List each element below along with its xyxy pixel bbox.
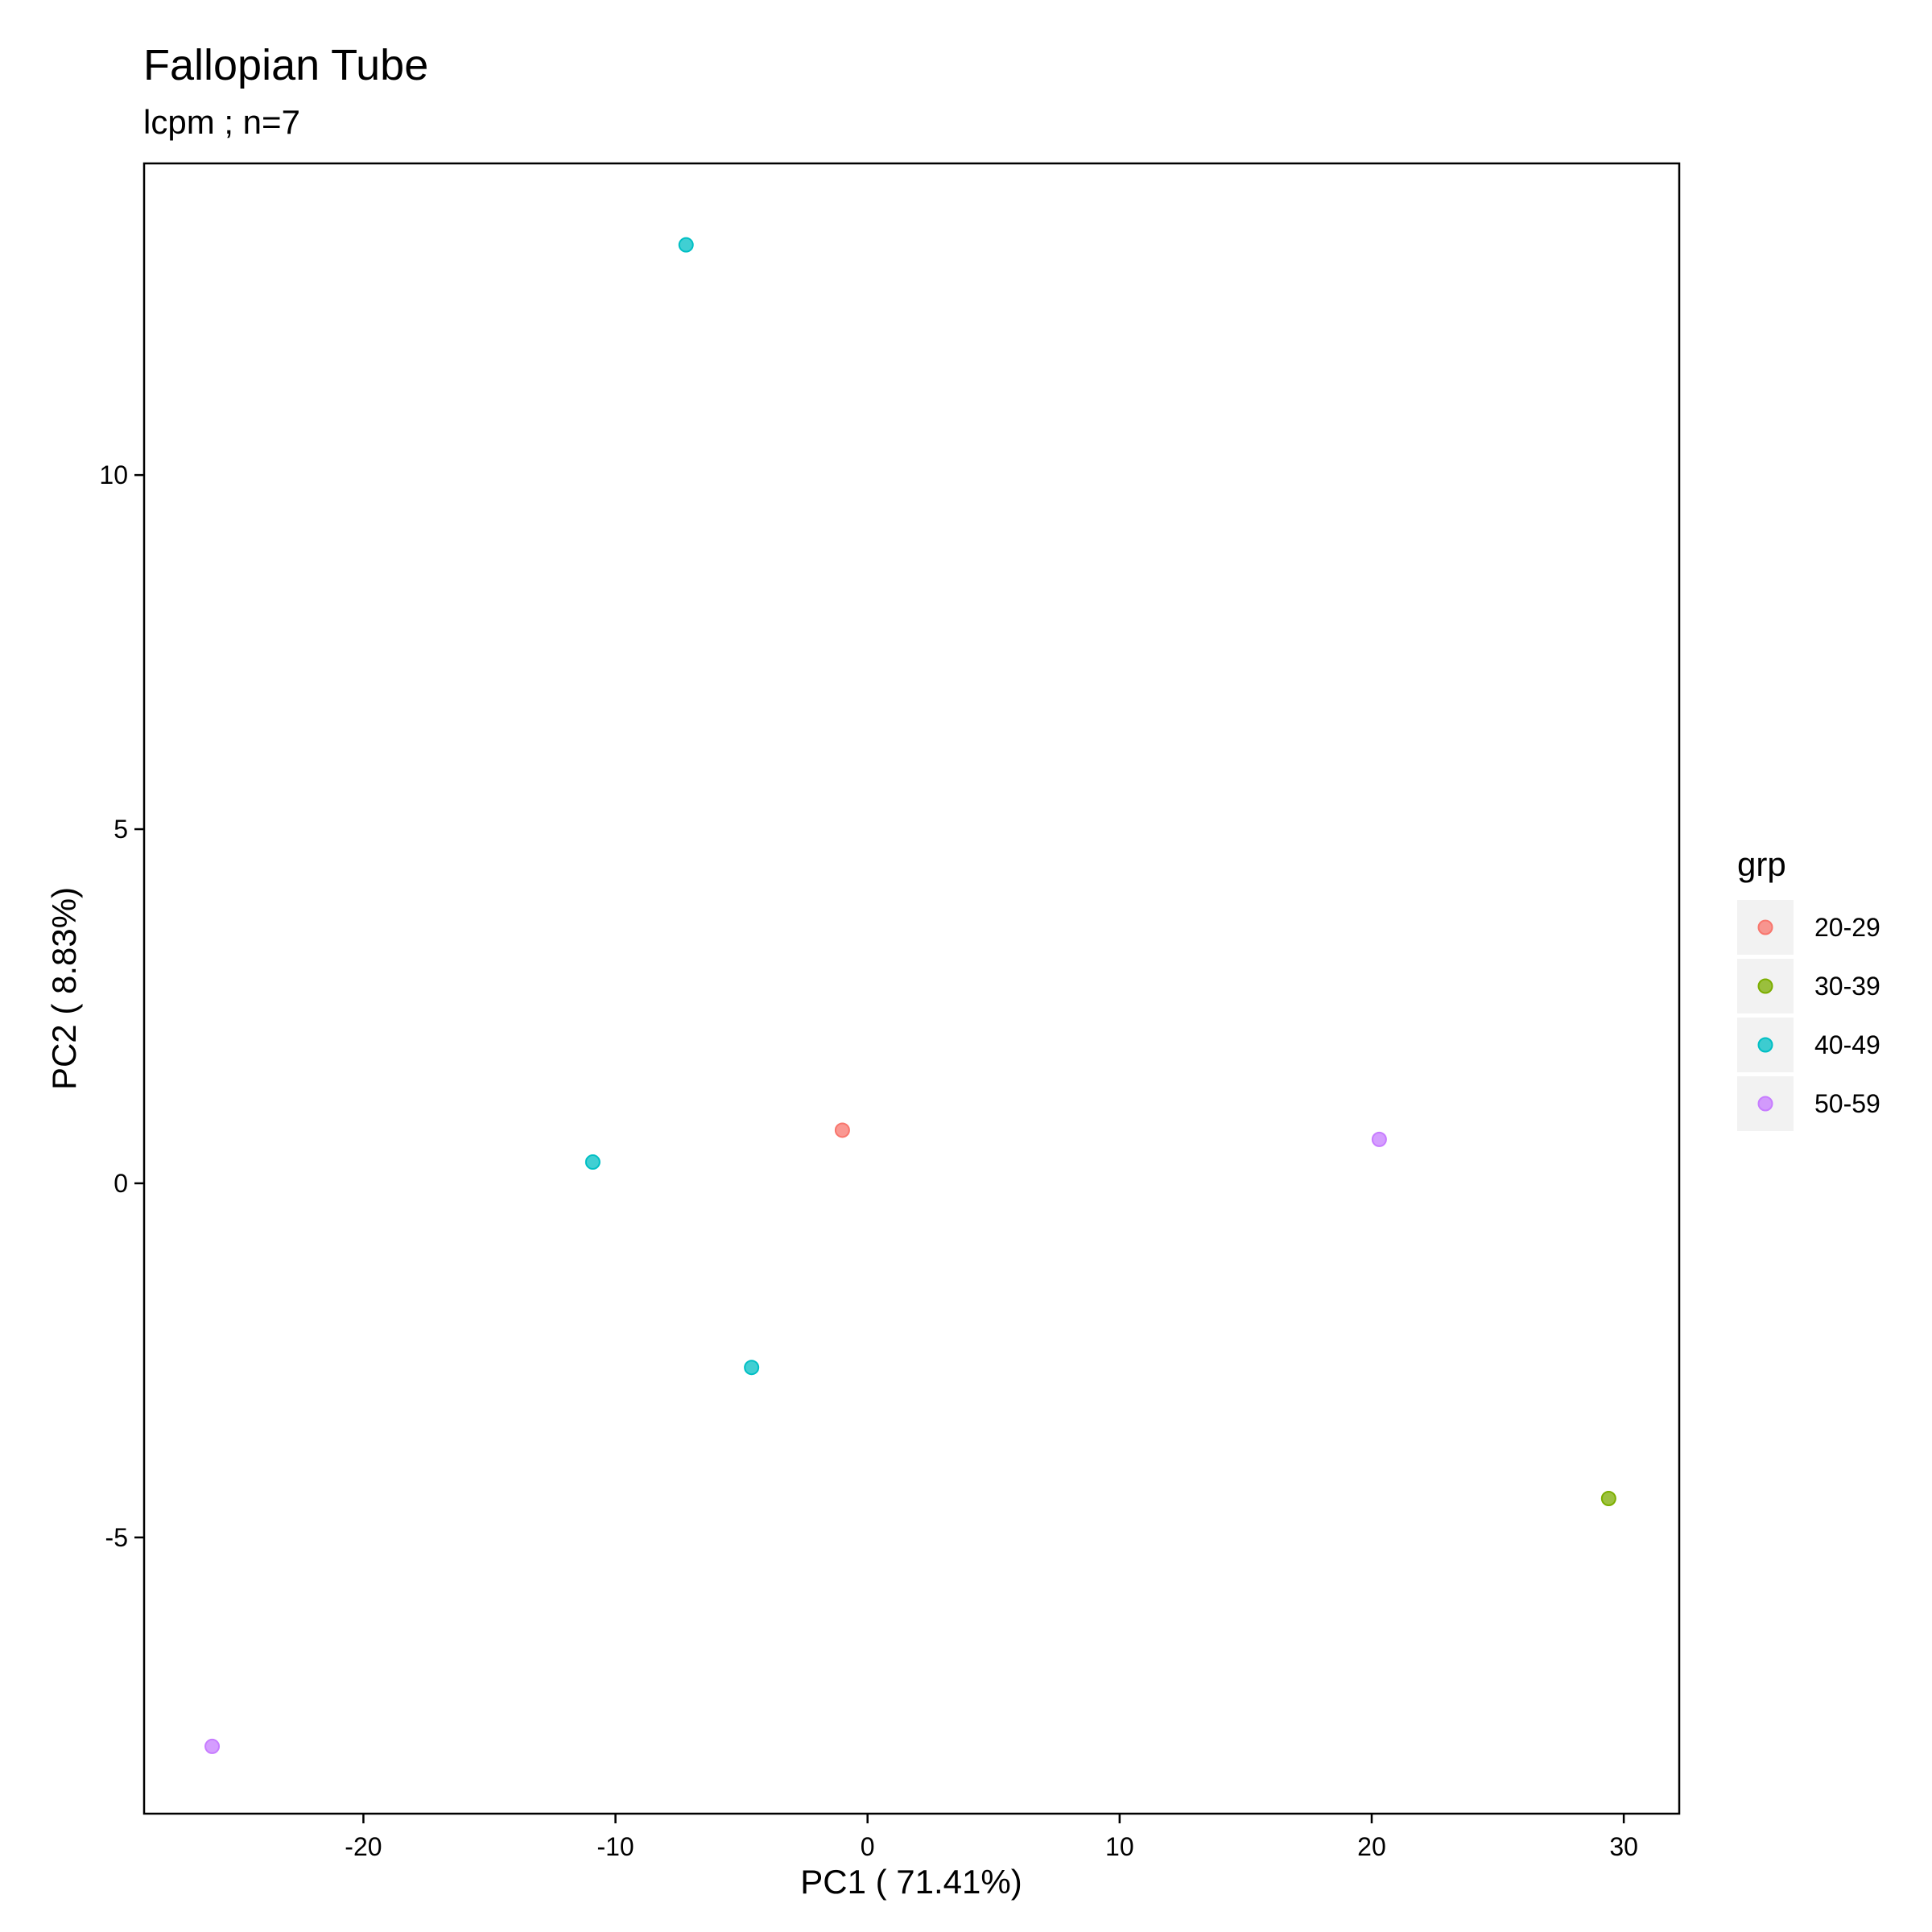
legend-label-40-49: 40-49 bbox=[1814, 1030, 1880, 1059]
legend-marker-50-59 bbox=[1757, 1096, 1773, 1112]
x-tick-label: 10 bbox=[1105, 1832, 1134, 1861]
y-tick-label: 10 bbox=[99, 460, 128, 489]
data-point-40-49 bbox=[584, 1154, 601, 1170]
y-axis-title: PC2 ( 8.83%) bbox=[45, 887, 83, 1090]
legend-title: grp bbox=[1737, 845, 1786, 883]
data-point-50-59 bbox=[204, 1738, 221, 1754]
data-points bbox=[204, 237, 1616, 1754]
y-tick-label: 5 bbox=[114, 815, 128, 844]
x-tick-label: 0 bbox=[861, 1832, 875, 1861]
y-tick-label: -5 bbox=[105, 1523, 128, 1552]
plot-panel bbox=[142, 162, 1681, 1815]
x-axis-title: PC1 ( 71.41%) bbox=[800, 1863, 1022, 1901]
x-axis: -20 -10 0 10 20 30 bbox=[345, 1814, 1638, 1861]
chart-subtitle: lcpm ; n=7 bbox=[143, 103, 300, 141]
legend-label-20-29: 20-29 bbox=[1814, 913, 1880, 942]
chart-title: Fallopian Tube bbox=[143, 41, 428, 89]
x-tick-label: 20 bbox=[1357, 1832, 1386, 1861]
y-axis: -5 0 5 10 bbox=[99, 460, 144, 1552]
legend-label-30-39: 30-39 bbox=[1814, 972, 1880, 1001]
x-tick-label: -20 bbox=[345, 1832, 382, 1861]
legend-label-50-59: 50-59 bbox=[1814, 1089, 1880, 1118]
legend-items: 20-29 30-39 40-49 50-59 bbox=[1737, 900, 1880, 1131]
legend-marker-40-49 bbox=[1757, 1037, 1773, 1053]
data-point-20-29 bbox=[834, 1122, 850, 1138]
data-point-40-49 bbox=[678, 237, 694, 253]
x-tick-label: -10 bbox=[597, 1832, 634, 1861]
legend-marker-30-39 bbox=[1757, 978, 1773, 994]
legend: grp 20-29 30-39 40-49 50-59 bbox=[1737, 845, 1880, 1131]
x-tick-label: 30 bbox=[1609, 1832, 1638, 1861]
data-point-50-59 bbox=[1371, 1131, 1387, 1147]
data-point-40-49 bbox=[744, 1360, 760, 1376]
data-point-30-39 bbox=[1600, 1490, 1616, 1506]
y-tick-label: 0 bbox=[114, 1169, 128, 1198]
legend-marker-20-29 bbox=[1757, 919, 1773, 935]
